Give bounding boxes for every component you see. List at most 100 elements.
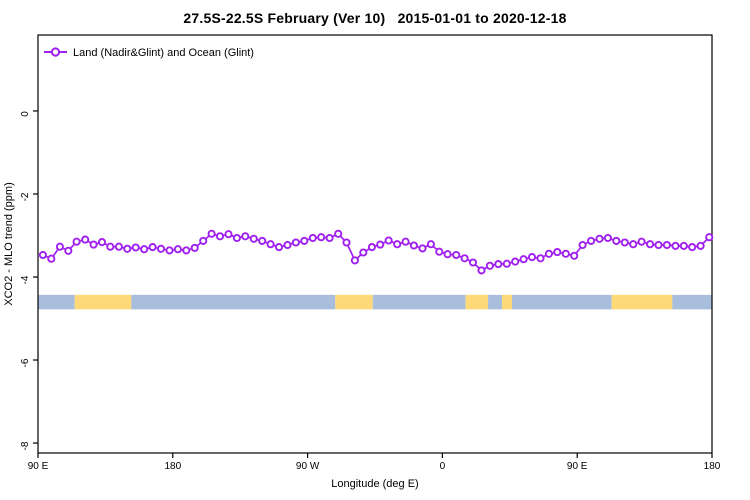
x-tick-label: 180 (704, 461, 721, 472)
legend-label: Land (Nadir&Glint) and Ocean (Glint) (73, 47, 254, 59)
data-point (72, 237, 81, 246)
data-point (199, 236, 208, 245)
x-tick-label: 90 E (567, 461, 588, 472)
data-point (595, 234, 604, 243)
data-point (334, 229, 343, 238)
data-point (393, 240, 402, 249)
data-point (705, 233, 714, 242)
data-point (359, 248, 368, 257)
data-point (140, 245, 149, 254)
data-point (215, 232, 225, 241)
data-point (274, 243, 284, 252)
y-tick-label: -2 (20, 192, 31, 201)
y-tick-label: -6 (20, 358, 31, 367)
ocean-band-segment (131, 294, 336, 310)
data-point (578, 240, 587, 250)
data-point (258, 236, 267, 245)
data-point (367, 243, 376, 252)
data-point (401, 237, 410, 246)
data-point (300, 236, 309, 245)
data-point (325, 233, 334, 243)
data-point (308, 233, 317, 243)
y-axis-title: XCO2 - MLO trend (ppm) (3, 182, 15, 305)
data-point (553, 248, 562, 257)
data-point (637, 237, 646, 246)
y-tick-label: -8 (20, 441, 31, 450)
data-point (544, 249, 553, 258)
data-point (679, 241, 688, 250)
data-point (646, 240, 655, 249)
data-point (502, 259, 511, 268)
data-point (81, 235, 90, 244)
data-point (409, 241, 418, 250)
x-axis-title: Longitude (deg E) (331, 478, 418, 490)
data-point (443, 250, 452, 259)
data-point (587, 236, 596, 245)
data-point (266, 240, 275, 249)
land-band-segment (465, 294, 489, 310)
data-point (494, 260, 503, 269)
data-point (671, 241, 680, 250)
data-point (38, 250, 47, 260)
data-point (511, 257, 520, 266)
data-point (662, 240, 671, 250)
data-point (207, 229, 216, 238)
x-tick-label: 90 E (28, 461, 49, 472)
data-point (106, 242, 115, 251)
data-point (435, 247, 444, 256)
data-point (148, 243, 157, 252)
data-point (156, 244, 166, 253)
data-point (561, 249, 570, 258)
data-point (612, 236, 621, 245)
data-point (232, 233, 241, 243)
ocean-band-segment (38, 294, 75, 310)
data-point (477, 266, 486, 275)
data-point (249, 234, 258, 243)
data-point (47, 254, 56, 263)
data-point (654, 240, 663, 250)
plot-title: 27.5S-22.5S February (Ver 10) 2015-01-01… (183, 10, 567, 26)
data-point (570, 251, 579, 260)
land-band-segment (335, 294, 373, 310)
data-point (182, 246, 191, 255)
plot-border (37, 34, 713, 454)
land-band-segment (502, 294, 513, 310)
data-point (696, 241, 705, 250)
data-point (317, 233, 326, 242)
data-point (131, 243, 140, 252)
data-point (452, 250, 461, 260)
data-point (468, 258, 478, 267)
ocean-band-segment (672, 294, 712, 310)
data-point (165, 246, 174, 255)
ocean-band-segment (372, 294, 466, 310)
data-point (527, 253, 537, 262)
ocean-band-segment (512, 294, 612, 310)
data-point (241, 232, 250, 241)
data-point (620, 238, 629, 247)
data-point (485, 261, 494, 270)
y-tick-label: -4 (20, 275, 31, 284)
data-point (426, 240, 435, 249)
y-tick-label: 0 (20, 111, 31, 117)
legend-marker-icon (50, 47, 61, 57)
data-point (190, 243, 199, 252)
data-point (536, 254, 545, 263)
x-tick-label: 0 (440, 461, 446, 472)
data-point (55, 242, 64, 251)
data-point (64, 246, 73, 255)
data-point (89, 240, 98, 249)
x-tick-label: 180 (164, 461, 181, 472)
data-point (460, 254, 469, 263)
data-point (224, 230, 233, 239)
data-point (342, 238, 351, 247)
data-point (97, 238, 107, 247)
data-point (519, 255, 528, 264)
land-band-segment (74, 294, 132, 310)
data-point (350, 256, 359, 265)
data-point (114, 242, 123, 251)
land-band-segment (611, 294, 673, 310)
data-point (376, 240, 385, 249)
data-point (688, 243, 697, 252)
